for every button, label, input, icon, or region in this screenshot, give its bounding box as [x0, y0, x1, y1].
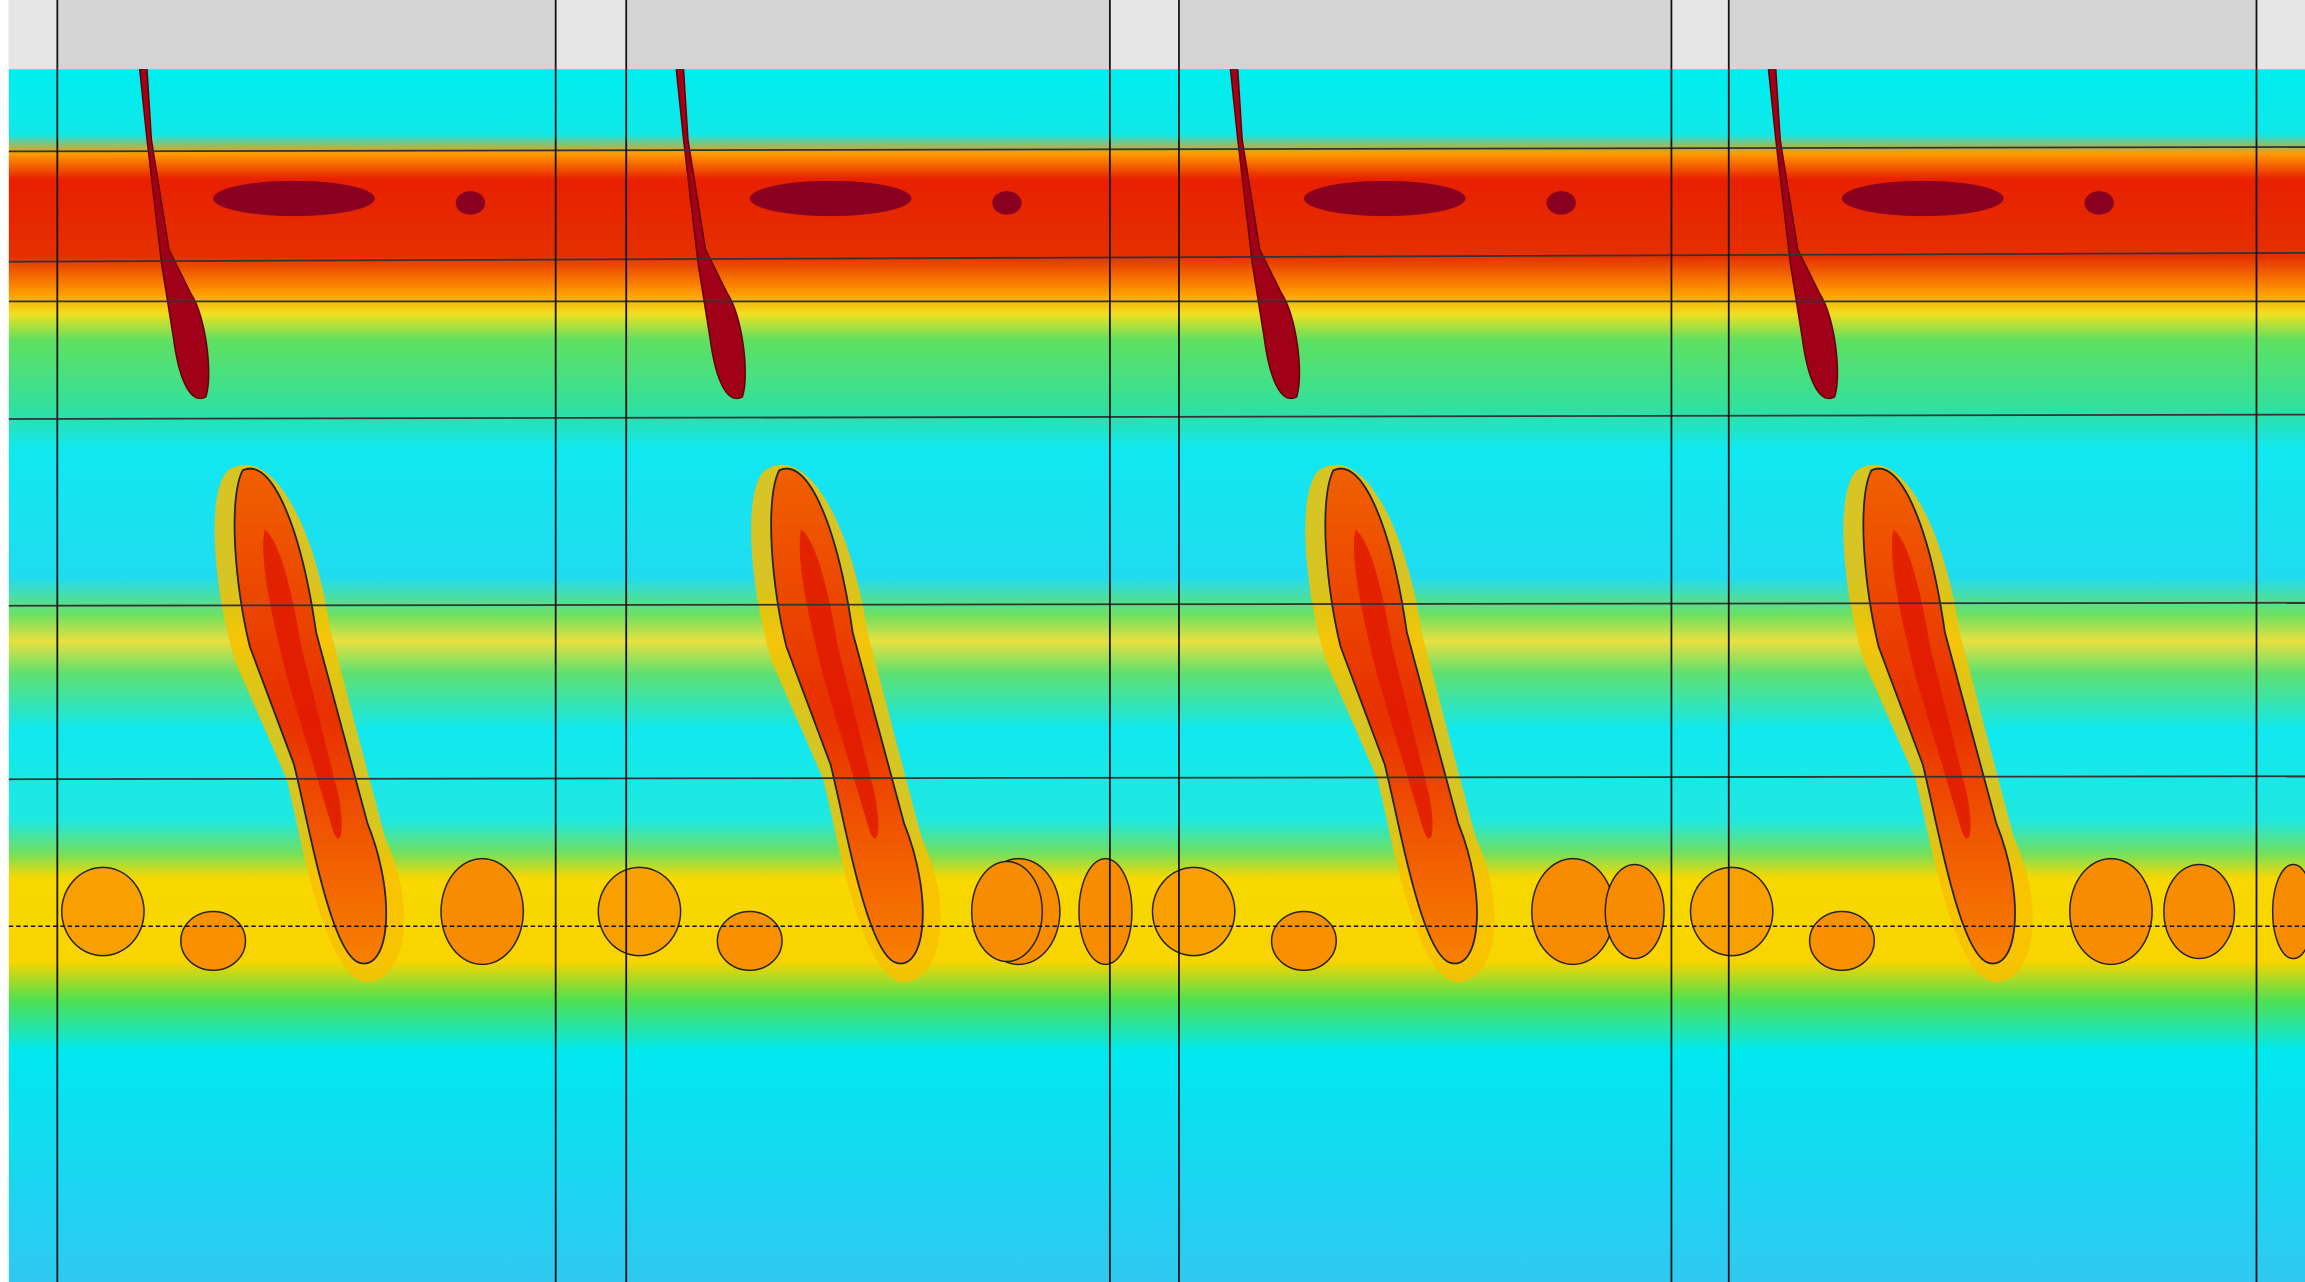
gap — [1109, 0, 1179, 70]
contour-lines — [8, 146, 2305, 781]
gap — [8, 0, 58, 70]
contour — [8, 775, 2305, 781]
spot — [970, 860, 1043, 963]
spot — [1604, 863, 1665, 960]
spot — [1078, 857, 1133, 966]
spot — [2271, 863, 2305, 960]
gap — [2256, 0, 2305, 70]
contour — [8, 146, 2305, 153]
header-gaps — [8, 0, 2305, 70]
gap — [555, 0, 627, 70]
contour — [8, 601, 2305, 607]
contour — [8, 413, 2305, 420]
swallow-markers — [56, 0, 2258, 1282]
contraction-spots — [970, 857, 2305, 966]
gap — [1671, 0, 1729, 70]
spot — [2163, 863, 2236, 960]
contour — [8, 251, 2305, 263]
